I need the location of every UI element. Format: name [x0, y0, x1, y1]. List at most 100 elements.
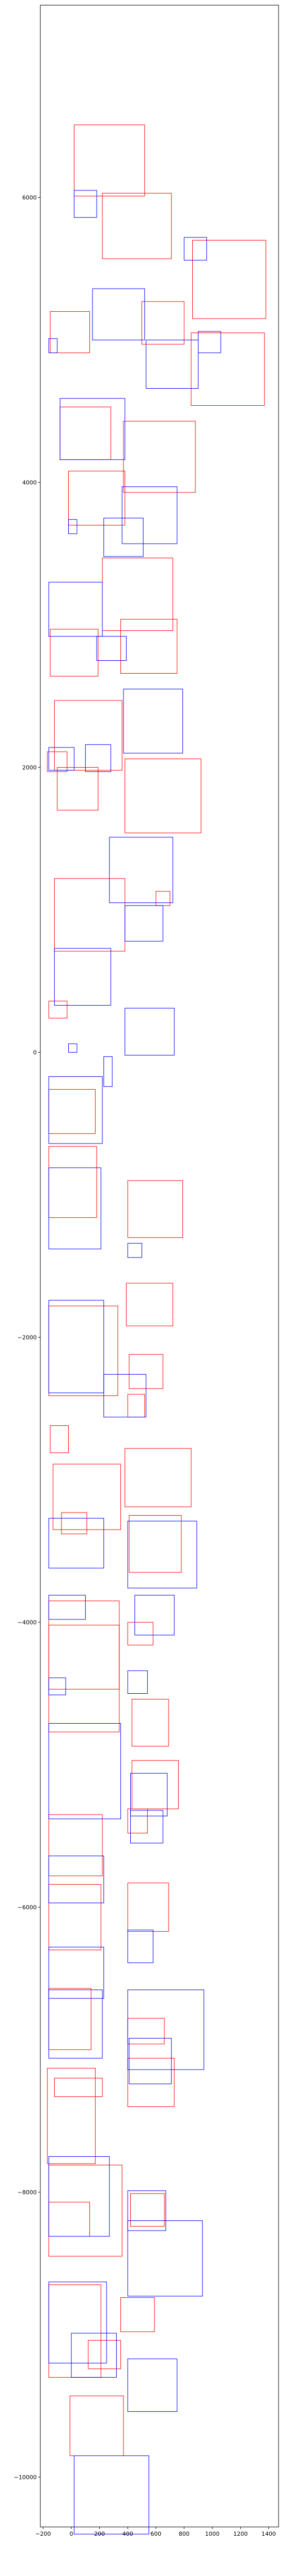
red-rectangle-18	[48, 1000, 68, 1019]
red-rectangle-9	[102, 558, 173, 631]
red-rectangle-31	[48, 1625, 120, 1732]
red-rectangle-37	[48, 1814, 103, 1877]
blue-rectangle-47	[73, 2455, 149, 2535]
red-rectangle-23	[126, 1283, 173, 1326]
blue-rectangle-39	[48, 1990, 103, 2059]
red-rectangle-40	[48, 1988, 91, 2050]
red-rectangle-24	[48, 1306, 118, 1396]
red-rectangle-20	[48, 1089, 96, 1134]
red-rectangle-10	[50, 629, 99, 677]
red-rectangle-21	[48, 1146, 97, 1218]
red-rectangle-39	[48, 1884, 101, 1950]
y-tick-label: −8000	[18, 2189, 37, 2196]
red-rectangle-28	[125, 1448, 192, 1507]
x-tick-label: 400	[122, 2531, 133, 2537]
red-rectangle-48	[48, 2284, 101, 2378]
blue-rectangle-31	[127, 1670, 148, 1694]
red-rectangle-17	[54, 878, 126, 952]
red-rectangle-8	[68, 470, 126, 526]
red-rectangle-4	[141, 301, 185, 345]
blue-rectangle-13	[48, 747, 74, 771]
red-rectangle-44	[127, 2058, 175, 2107]
red-rectangle-46	[130, 2193, 165, 2227]
red-rectangle-33	[48, 1600, 120, 1690]
x-tick-label: 1200	[233, 2531, 248, 2537]
blue-rectangle-37	[48, 1947, 104, 1999]
y-tick-label: −6000	[18, 1904, 37, 1911]
blue-rectangle-36	[127, 1930, 153, 1963]
blue-rectangle-3	[198, 331, 221, 353]
red-rectangle-3	[50, 311, 90, 353]
x-tick-label: 1000	[205, 2531, 220, 2537]
red-rectangle-50	[88, 2340, 121, 2370]
y-tick-label: −10000	[14, 2474, 37, 2480]
red-rectangle-38	[127, 1883, 169, 1932]
red-rectangle-43	[54, 2078, 103, 2097]
red-rectangle-13	[125, 758, 202, 833]
blue-rectangle-7	[121, 486, 178, 544]
blue-rectangle-41	[48, 2156, 110, 2237]
blue-rectangle-27	[48, 1595, 86, 1620]
red-rectangle-32	[127, 1621, 153, 1646]
red-rectangle-11	[120, 619, 178, 674]
plot-frame	[40, 5, 279, 2527]
blue-rectangle-38	[127, 1990, 204, 2070]
blue-rectangle-1	[92, 288, 145, 341]
x-tick-label: 200	[94, 2531, 105, 2537]
blue-rectangle-14	[85, 744, 111, 772]
blue-rectangle-2	[183, 237, 207, 261]
red-rectangle-2	[192, 240, 266, 319]
red-rectangle-34	[131, 1699, 169, 1747]
y-tick-label: 2000	[22, 765, 37, 771]
red-rectangle-49	[120, 2297, 155, 2332]
blue-rectangle-33	[130, 1773, 168, 1817]
blue-rectangle-28	[127, 1521, 197, 1588]
red-rectangle-36	[127, 1808, 148, 1834]
blue-rectangle-6	[59, 398, 126, 460]
blue-rectangle-25	[103, 1374, 147, 1418]
red-rectangle-15	[57, 767, 99, 810]
blue-rectangle-18	[68, 1043, 78, 1053]
blue-rectangle-5	[146, 340, 199, 389]
blue-rectangle-23	[127, 1243, 142, 1258]
x-axis-ticks: −200 0 200 400 600 800 1000 1200 1400	[35, 2527, 276, 2537]
blue-rectangle-17	[54, 948, 111, 1006]
red-rectangle-6	[59, 406, 111, 460]
blue-rectangle-45	[71, 2333, 117, 2378]
red-rectangle-16	[156, 891, 171, 906]
red-rectangle-12	[54, 700, 122, 771]
blue-rectangle-20	[103, 1056, 113, 1087]
red-rectangle-42	[47, 2068, 96, 2164]
blue-rectangle-22	[48, 1167, 101, 1249]
red-rectangle-35	[131, 1760, 179, 1809]
red-rectangle-19	[127, 1180, 183, 1238]
x-tick-label: −200	[35, 2531, 51, 2537]
y-tick-label: 6000	[22, 195, 37, 201]
y-tick-label: −2000	[18, 1334, 37, 1341]
blue-rectangle-10	[48, 582, 103, 637]
blue-rectangle-15	[109, 837, 173, 903]
blue-rectangle-16	[125, 905, 163, 942]
blue-rectangle-42	[127, 2190, 166, 2231]
x-tick-label: 1400	[262, 2531, 276, 2537]
chart-marks	[47, 124, 266, 2535]
blue-rectangle-9	[103, 518, 144, 557]
blue-rectangle-0	[73, 190, 97, 218]
x-tick-label: 0	[70, 2531, 73, 2537]
x-tick-label: 600	[150, 2531, 161, 2537]
red-rectangle-45	[48, 2202, 90, 2237]
blue-rectangle-8	[68, 519, 78, 534]
blue-rectangle-4	[48, 338, 58, 353]
red-rectangle-51	[69, 2395, 124, 2456]
blue-rectangle-43	[48, 2281, 107, 2364]
blue-rectangle-21	[48, 1076, 103, 1144]
red-rectangle-47	[48, 2165, 122, 2257]
blue-rectangle-12	[123, 689, 183, 754]
red-rectangle-29	[129, 1515, 182, 1573]
y-axis-ticks: −10000 −8000 −6000 −4000 −2000 0 2000 4000 6000	[14, 195, 40, 2480]
blue-rectangle-44	[127, 2220, 203, 2297]
red-rectangle-26	[50, 1425, 69, 1453]
red-rectangle-30	[61, 1512, 87, 1534]
blue-rectangle-26	[48, 1518, 104, 1569]
